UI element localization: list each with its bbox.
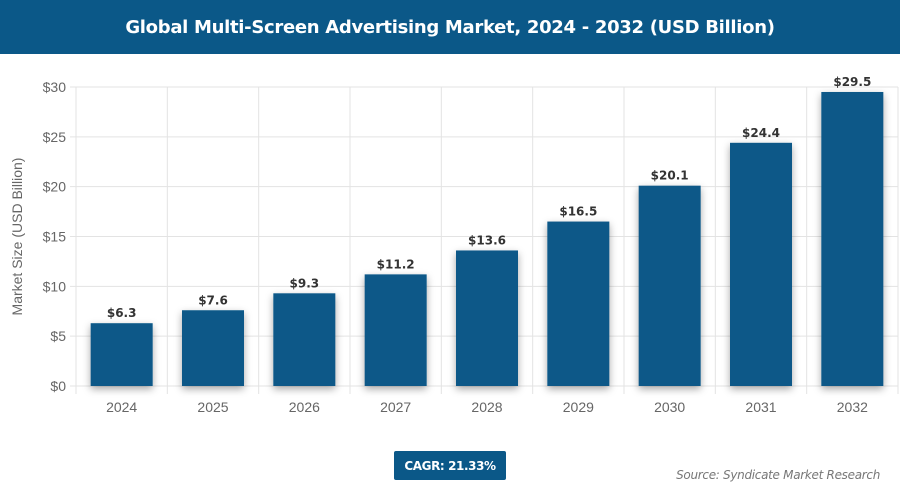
bar-2024 xyxy=(90,323,153,386)
bar-2026 xyxy=(273,293,336,386)
data-label: $20.1 xyxy=(651,169,689,183)
x-tick-label: 2029 xyxy=(563,399,594,415)
x-tick-label: 2031 xyxy=(745,399,776,415)
data-label: $9.3 xyxy=(290,276,320,290)
bar-2031 xyxy=(730,142,792,386)
bar-2029 xyxy=(547,221,610,386)
y-tick-label: $0 xyxy=(50,378,66,394)
bar-chart: $0 $5 $10 $15 $20 $25 $30 Market Size (USD Bill… xyxy=(9,75,899,415)
data-label: $13.6 xyxy=(468,233,506,247)
y-tick-label: $5 xyxy=(50,328,66,344)
y-axis-label: Market Size (USD Billion) xyxy=(9,158,25,316)
cagr-badge: CAGR: 21.33% xyxy=(394,451,506,480)
data-label: $6.3 xyxy=(107,306,137,320)
x-tick-label: 2024 xyxy=(106,399,137,415)
bar-2032 xyxy=(821,91,884,386)
data-label: $24.4 xyxy=(742,126,780,140)
x-tick-label: 2027 xyxy=(380,399,411,415)
data-label: $16.5 xyxy=(559,205,597,219)
bar-2030 xyxy=(638,185,701,386)
bar-2025 xyxy=(182,310,244,386)
x-tick-label: 2030 xyxy=(654,399,685,415)
x-tick-label: 2026 xyxy=(289,399,320,415)
source-note: Source: Syndicate Market Research xyxy=(676,468,880,482)
x-tick-label: 2025 xyxy=(197,399,228,415)
y-tick-label: $30 xyxy=(43,79,67,95)
data-label: $7.6 xyxy=(198,293,228,307)
x-tick-label: 2032 xyxy=(837,399,868,415)
chart-title: Global Multi-Screen Advertising Market, … xyxy=(0,0,900,54)
y-tick-label: $10 xyxy=(43,278,67,294)
y-tick-label: $25 xyxy=(43,129,67,145)
bar-2028 xyxy=(456,250,518,386)
data-label: $29.5 xyxy=(833,75,871,89)
y-tick-label: $15 xyxy=(43,229,67,245)
bar-2027 xyxy=(364,274,427,386)
y-tick-label: $20 xyxy=(43,179,67,195)
x-tick-label: 2028 xyxy=(471,399,502,415)
data-label: $11.2 xyxy=(377,257,415,271)
